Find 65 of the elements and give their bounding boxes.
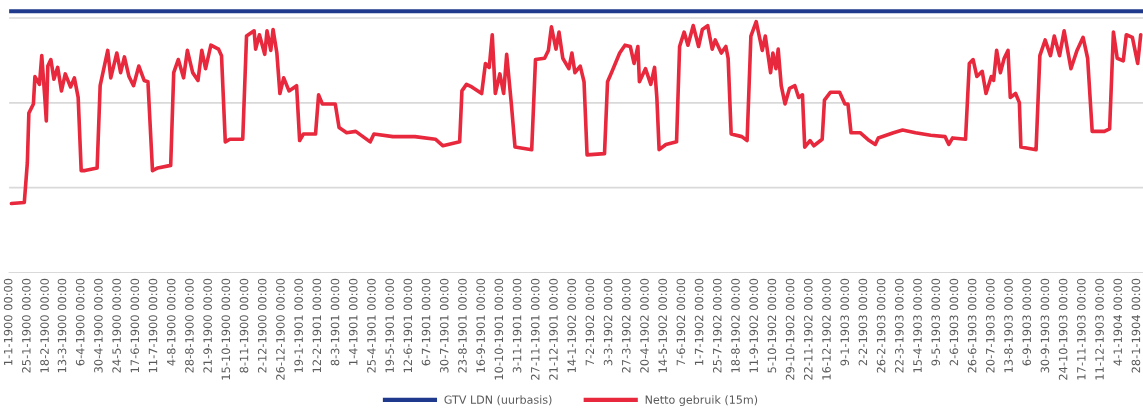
x-tick-label: 28-8-1900 00:00	[185, 278, 194, 373]
x-tick-label: 4-1-1904 00:00	[1113, 278, 1123, 366]
x-tick-label: 1-4-1901 00:00	[348, 278, 358, 365]
x-tick-label: 13-8-1903 00:00	[1004, 278, 1013, 373]
x-tick-label: 15-4-1903 00:00	[913, 278, 922, 373]
x-tick-label: 25-4-1901 00:00	[367, 278, 376, 373]
x-tick-label: 21-12-1901 00:00	[549, 278, 558, 380]
x-tick-label: 10-10-1901 00:00	[494, 278, 504, 380]
x-tick-label: 2-6-1903 00:00	[949, 278, 959, 366]
x-tick-label: 27-11-1901 00:00	[530, 278, 540, 380]
x-tick-label: 24-10-1903 00:00	[1058, 278, 1068, 380]
x-tick-label: 17-11-1903 00:00	[1077, 278, 1086, 380]
x-tick-label: 12-6-1901 00:00	[403, 278, 413, 373]
x-tick-label: 23-8-1901 00:00	[458, 278, 467, 373]
x-tick-label: 7-6-1902 00:00	[676, 278, 686, 366]
x-tick-label: 8-3-1901 00:00	[330, 278, 340, 366]
x-tick-label: 28-1-1904 00:00	[1131, 278, 1141, 373]
x-tick-label: 6-9-1903 00:00	[1022, 278, 1032, 366]
x-tick-label: 11-12-1903 00:00	[1095, 278, 1104, 380]
x-tick-label: 29-10-1902 00:00	[785, 278, 795, 380]
x-tick-label: 8-11-1900 00:00	[239, 278, 249, 373]
x-tick-label: 24-5-1900 00:00	[112, 278, 121, 373]
x-tick-label: 26-12-1900 00:00	[276, 278, 285, 380]
x-tick-label: 7-2-1902 00:00	[585, 278, 595, 366]
x-tick-label: 30-4-1900 00:00	[94, 278, 103, 373]
x-tick-label: 5-10-1902 00:00	[767, 278, 777, 373]
x-tick-label: 19-1-1901 00:00	[294, 278, 303, 373]
x-tick-label: 12-2-1901 00:00	[312, 278, 322, 373]
x-tick-label: 6-4-1900 00:00	[75, 278, 85, 366]
x-tick-label: 9-1-1903 00:00	[840, 278, 849, 366]
x-tick-label: 14-1-1902 00:00	[567, 278, 576, 373]
x-tick-label: 11-9-1902 00:00	[749, 278, 758, 373]
x-tick-label: 26-2-1903 00:00	[876, 278, 886, 373]
x-tick-label: 14-5-1902 00:00	[658, 278, 667, 373]
legend-label: GTV LDN (uurbasis)	[444, 395, 552, 406]
x-tick-label: 27-3-1902 00:00	[621, 278, 631, 373]
x-tick-label: 9-5-1903 00:00	[931, 278, 941, 366]
x-tick-label: 25-1-1900 00:00	[22, 278, 31, 373]
x-tick-label: 20-7-1903 00:00	[986, 278, 995, 373]
x-tick-label: 13-3-1900 00:00	[57, 278, 67, 373]
x-tick-label: 22-11-1902 00:00	[803, 278, 813, 380]
x-tick-label: 22-3-1903 00:00	[894, 278, 904, 373]
x-tick-label: 4-8-1900 00:00	[166, 278, 176, 366]
x-tick-label: 11-7-1900 00:00	[148, 278, 158, 373]
x-tick-label: 3-11-1901 00:00	[512, 278, 522, 373]
x-tick-label: 26-6-1903 00:00	[967, 278, 977, 373]
x-tick-label: 30-9-1903 00:00	[1040, 278, 1050, 373]
x-tick-label: 16-12-1902 00:00	[822, 278, 831, 380]
x-tick-label: 21-9-1900 00:00	[203, 278, 212, 373]
x-tick-label: 30-7-1901 00:00	[439, 278, 449, 373]
x-tick-label: 20-4-1902 00:00	[640, 278, 649, 373]
x-tick-label: 16-9-1901 00:00	[476, 278, 485, 373]
x-tick-label: 19-5-1901 00:00	[385, 278, 394, 373]
x-tick-label: 18-2-1900 00:00	[40, 278, 49, 373]
legend-label: Netto gebruik (15m)	[645, 395, 758, 406]
x-tick-label: 25-7-1902 00:00	[712, 278, 722, 373]
x-tick-label: 1-7-1902 00:00	[694, 278, 704, 365]
x-tick-label: 3-3-1902 00:00	[603, 278, 613, 366]
x-tick-label: 6-7-1901 00:00	[421, 278, 431, 366]
x-tick-label: 2-12-1900 00:00	[257, 278, 267, 373]
x-tick-label: 17-6-1900 00:00	[130, 278, 140, 373]
x-tick-label: 15-10-1900 00:00	[221, 278, 231, 380]
x-tick-label: 1-1-1900 00:00	[3, 278, 13, 365]
x-tick-label: 2-2-1903 00:00	[858, 278, 868, 366]
x-tick-label: 18-8-1902 00:00	[731, 278, 740, 373]
